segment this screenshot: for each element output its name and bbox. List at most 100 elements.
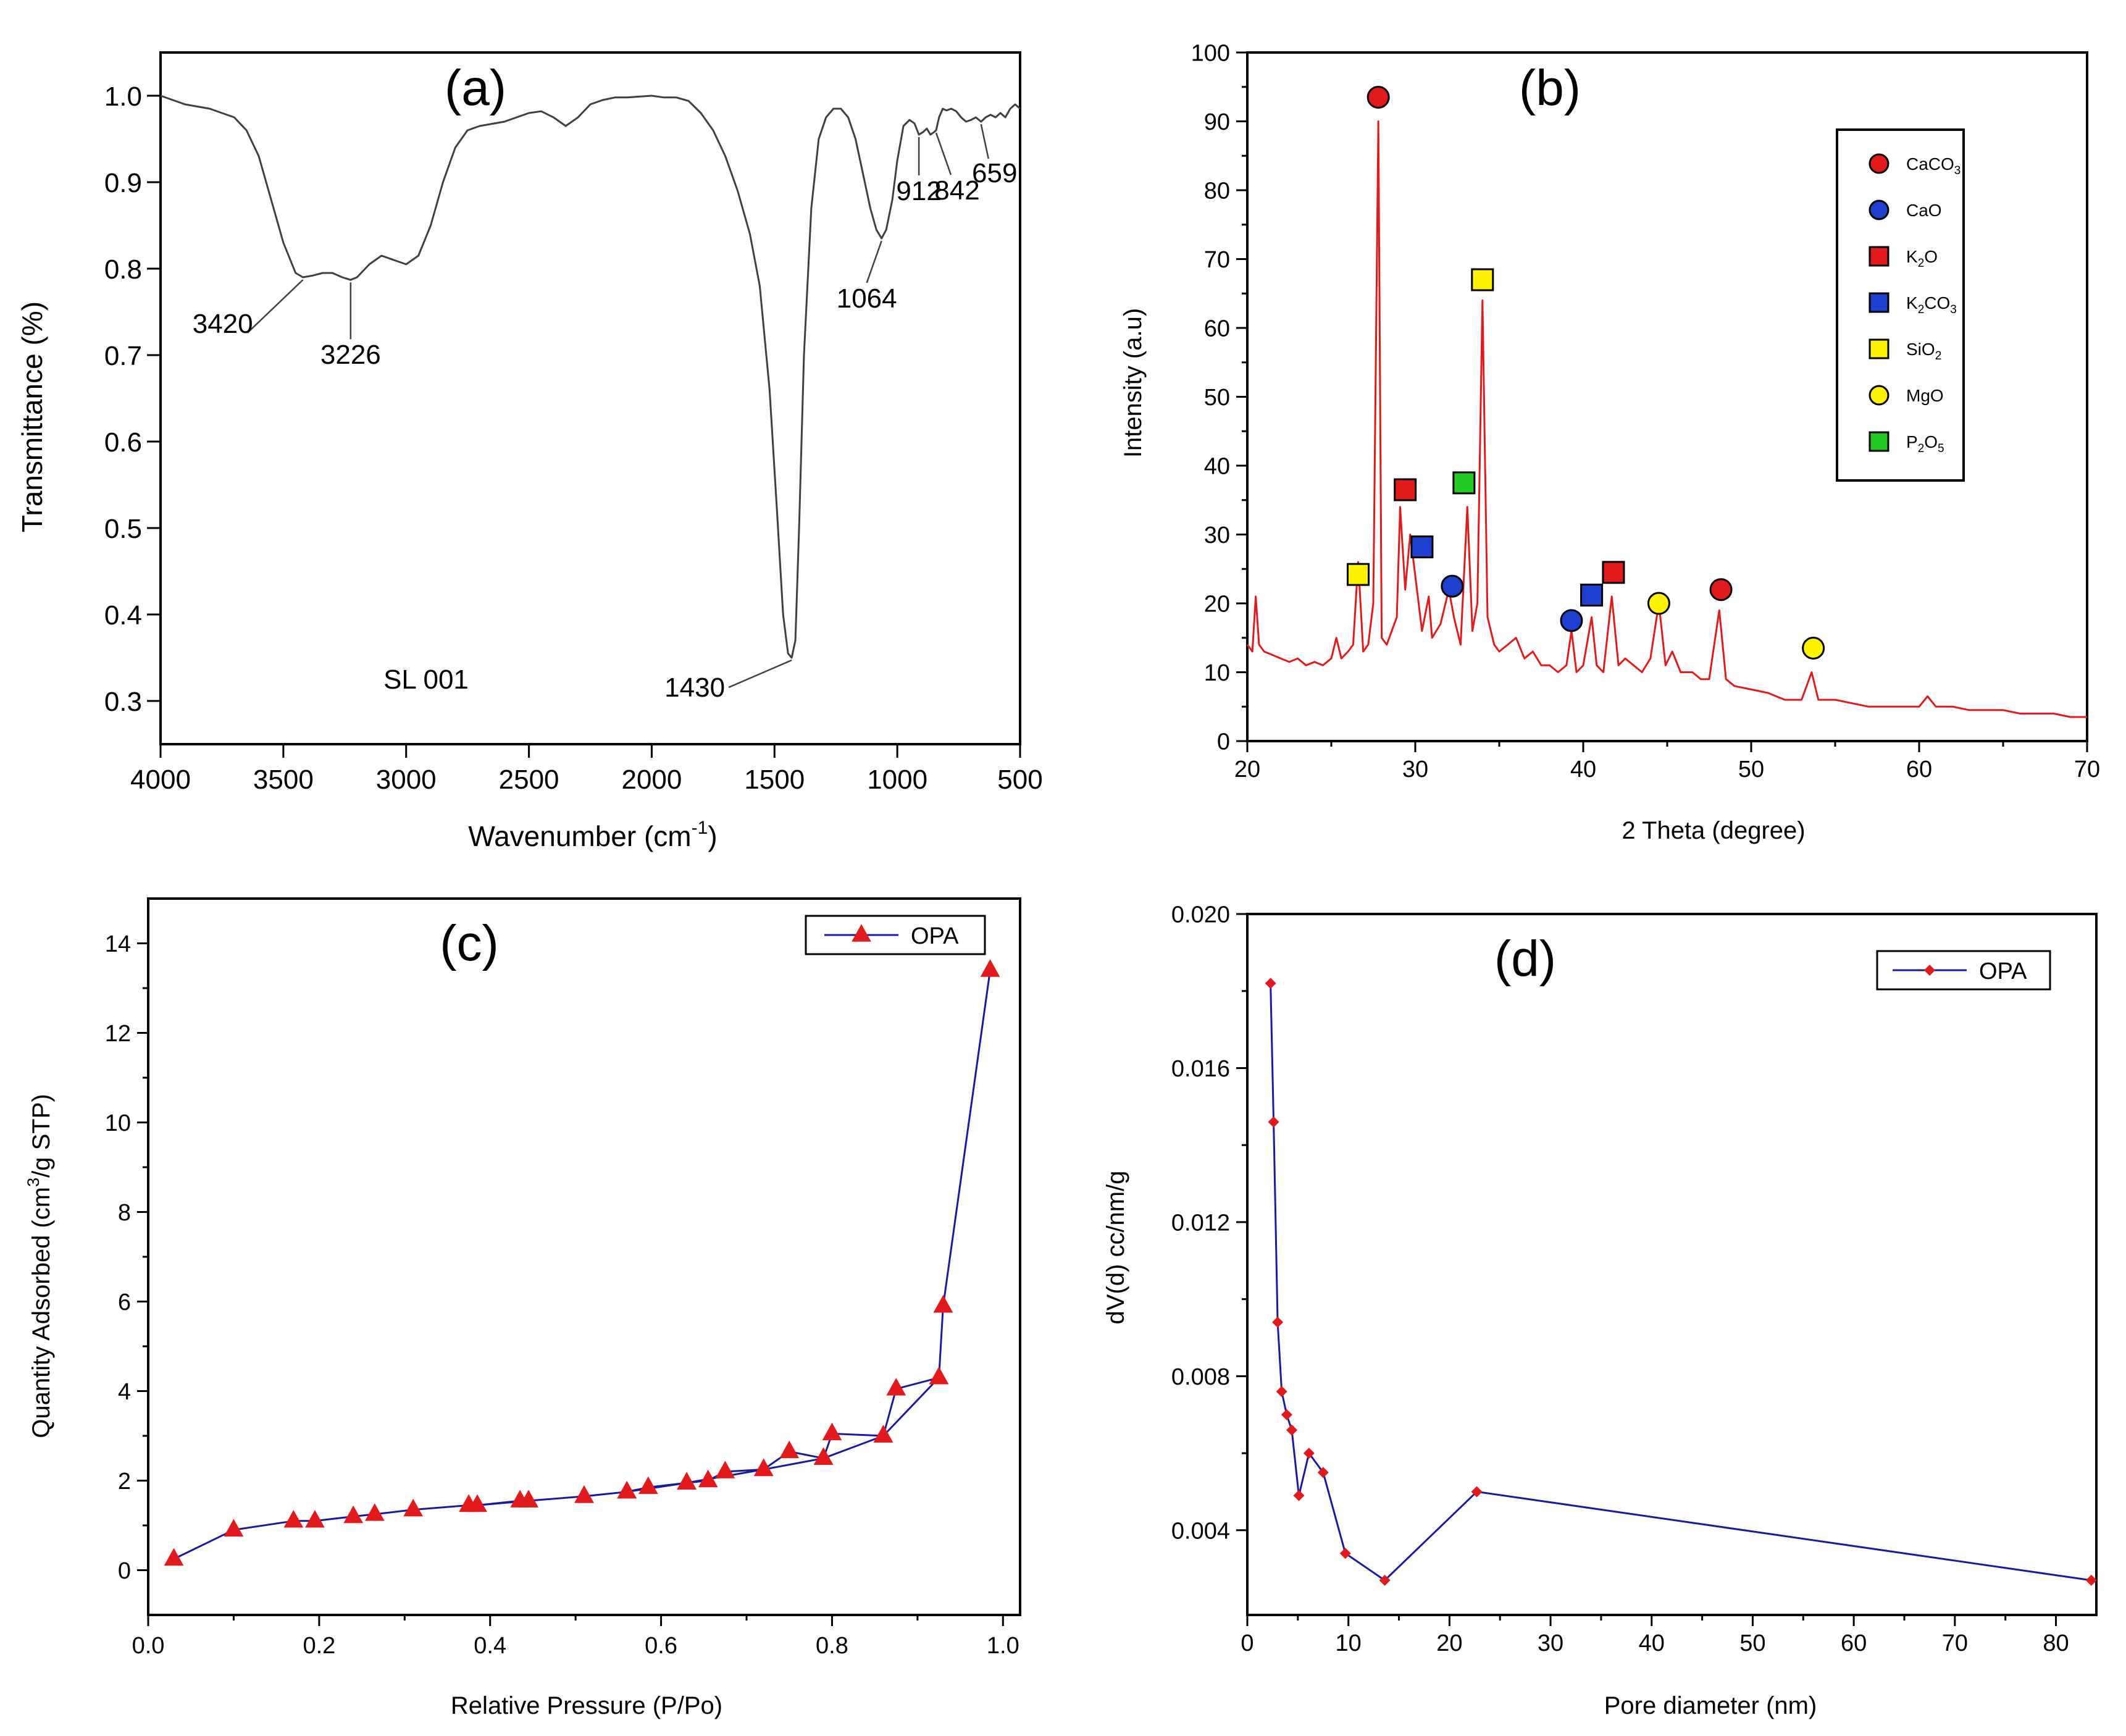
panel-a-y-tick-label: 1.0 (104, 82, 142, 112)
panel-b-legend-label-k2co3: K2CO3 (1906, 293, 1957, 316)
panel-b-y-tick-label: 0 (1217, 729, 1230, 755)
panel-c-x-tick-label: 0.8 (816, 1633, 848, 1659)
panel-c-point (873, 1425, 894, 1443)
panel-b-legend-label-caco3: CaCO3 (1906, 154, 1961, 177)
panel-b-marker-cao (1441, 574, 1464, 598)
panel-a-ylabel: Transmittance (%) (16, 301, 48, 532)
panel-b-legend-label-p2o5: P2O5 (1906, 432, 1944, 455)
panel-a-plot-frame (159, 51, 1021, 745)
panel-b-y-tick-label: 90 (1204, 109, 1230, 135)
panel-c-point (343, 1505, 364, 1524)
panel-b-xrd: (b) 2 Theta (degree) Intensity (a.u) 20 3… (1119, 41, 2100, 844)
panel-a-y-tick-label: 0.3 (104, 687, 142, 717)
panel-b-legend-marker-mgo (1869, 385, 1890, 406)
panel-a-annotation-label: 842 (934, 175, 979, 206)
panel-d-x-tick-label: 30 (1538, 1630, 1563, 1656)
panel-a-spectrum-line (160, 94, 1021, 659)
panel-c-legend-label: OPA (911, 923, 959, 949)
panel-a-annotation-leader (866, 240, 882, 283)
panel-d-pore-distribution: (d) Pore diameter (nm) dV(d) cc/nm/g 0 10… (1102, 902, 2098, 1719)
panel-b-marker-mgo (1647, 592, 1670, 615)
panel-c-x-tick-label: 0.6 (645, 1633, 677, 1659)
panel-c-point (753, 1458, 774, 1477)
panel-d-x-tick-label: 70 (1942, 1630, 1968, 1656)
panel-c-point (574, 1485, 594, 1503)
panel-a-ftir: (a) SL 001 Wavenumber (cm-1) Transmittan… (16, 51, 1043, 852)
panel-d-point (1379, 1574, 1391, 1586)
panel-c-point (822, 1422, 842, 1441)
panel-c-ylabel-main: Quantity Adsorbed (cm (28, 1187, 55, 1438)
panel-a-x-tick-label: 1000 (867, 765, 927, 795)
panel-d-x-tick-label: 20 (1436, 1630, 1462, 1656)
panel-d-point (2085, 1574, 2097, 1586)
panel-d-y-tick-label: 0.020 (1171, 902, 1230, 928)
panel-b-y-tick-label: 20 (1204, 592, 1230, 618)
panel-c-point (638, 1476, 658, 1495)
panel-c-legend-marker (852, 924, 871, 942)
panel-a-xlabel: Wavenumber (cm-1) (468, 818, 717, 852)
panel-d-plot-frame (1246, 913, 2098, 1616)
panel-a-xlabel-main: Wavenumber (cm (468, 820, 691, 852)
panel-b-marker-mgo (1802, 636, 1825, 660)
panel-c-ylabel: Quantity Adsorbed (cm3/g STP) (24, 1094, 55, 1438)
panel-c-point (305, 1509, 325, 1528)
panel-d-x-tick-label: 40 (1639, 1630, 1665, 1656)
panel-a-x-tick-label: 1500 (744, 765, 805, 795)
panel-d-point (1272, 1317, 1284, 1328)
panel-c-point (617, 1480, 637, 1499)
panel-b-legend-marker-cao (1869, 199, 1890, 220)
panel-d-point (1286, 1424, 1298, 1436)
panel-a-y-tick-label: 0.7 (104, 341, 142, 371)
panel-b-legend-marker-k2o (1869, 246, 1890, 267)
panel-c-point (677, 1472, 697, 1490)
panel-d-x-tick-label: 0 (1241, 1630, 1253, 1656)
panel-b-y-tick-label: 40 (1204, 454, 1230, 480)
panel-c-point (698, 1469, 718, 1488)
panel-a-annotation-label: 3226 (320, 340, 381, 370)
panel-d-point (1303, 1448, 1315, 1459)
panel-c-point (779, 1440, 800, 1459)
panel-a-annotation-label: 912 (896, 176, 941, 206)
panel-d-point (1265, 978, 1276, 989)
panel-c-y-tick-label: 12 (105, 1021, 131, 1047)
panel-b-x-tick-label: 60 (1906, 757, 1932, 782)
panel-c-x-tick-label: 1.0 (987, 1633, 1019, 1659)
panel-b-y-tick-label: 80 (1204, 178, 1230, 204)
panel-c-point (403, 1498, 423, 1517)
panel-b-x-tick-label: 70 (2074, 757, 2100, 782)
panel-b-x-tick-label: 50 (1738, 757, 1764, 782)
panel-b-xlabel: 2 Theta (degree) (1622, 817, 1805, 844)
panel-a-x-tick-label: 3500 (253, 765, 314, 795)
panel-c-point (715, 1461, 735, 1478)
panel-b-legend-marker-p2o5 (1869, 431, 1890, 452)
panel-b-legend-marker-k2co3 (1869, 292, 1890, 313)
panel-d-point (1276, 1386, 1287, 1398)
panel-d-x-tick-label: 10 (1336, 1630, 1362, 1656)
panel-c-y-tick-label: 8 (118, 1200, 131, 1226)
panel-a-y-tick-label: 0.5 (104, 514, 142, 544)
panel-c-y-tick-label: 4 (118, 1379, 131, 1405)
panel-b-legend-label-cao: CaO (1906, 201, 1942, 220)
panel-a-annotation-label: 1430 (664, 673, 725, 703)
panel-d-y-tick-label: 0.016 (1171, 1056, 1230, 1082)
panel-c-isotherm: (c) Relative Pressure (P/Po) Quantity Ad… (24, 897, 1021, 1719)
panel-b-marker-p2o5 (1452, 471, 1476, 495)
panel-d-point (1471, 1486, 1483, 1498)
panel-a-letter: (a) (445, 60, 506, 116)
panel-a-xlabel-sup: -1 (692, 818, 708, 838)
panel-b-marker-sio2 (1347, 563, 1370, 586)
panel-b-y-tick-label: 10 (1204, 660, 1230, 686)
panel-c-point (283, 1509, 304, 1528)
panel-c-point (164, 1548, 184, 1566)
panel-c-y-tick-label: 0 (118, 1558, 131, 1584)
panel-a-x-tick-label: 2500 (499, 765, 559, 795)
panel-b-y-tick-label: 70 (1204, 247, 1230, 273)
panel-d-letter: (d) (1494, 931, 1556, 987)
panel-b-marker-sio2 (1471, 268, 1494, 291)
panel-a-y-tick-label: 0.4 (104, 600, 142, 631)
panel-c-letter: (c) (440, 915, 499, 971)
panel-d-point (1317, 1467, 1329, 1478)
panel-b-x-tick-label: 40 (1570, 757, 1596, 782)
panel-c-point (929, 1366, 949, 1385)
panel-d-y-tick-label: 0.012 (1171, 1210, 1230, 1236)
